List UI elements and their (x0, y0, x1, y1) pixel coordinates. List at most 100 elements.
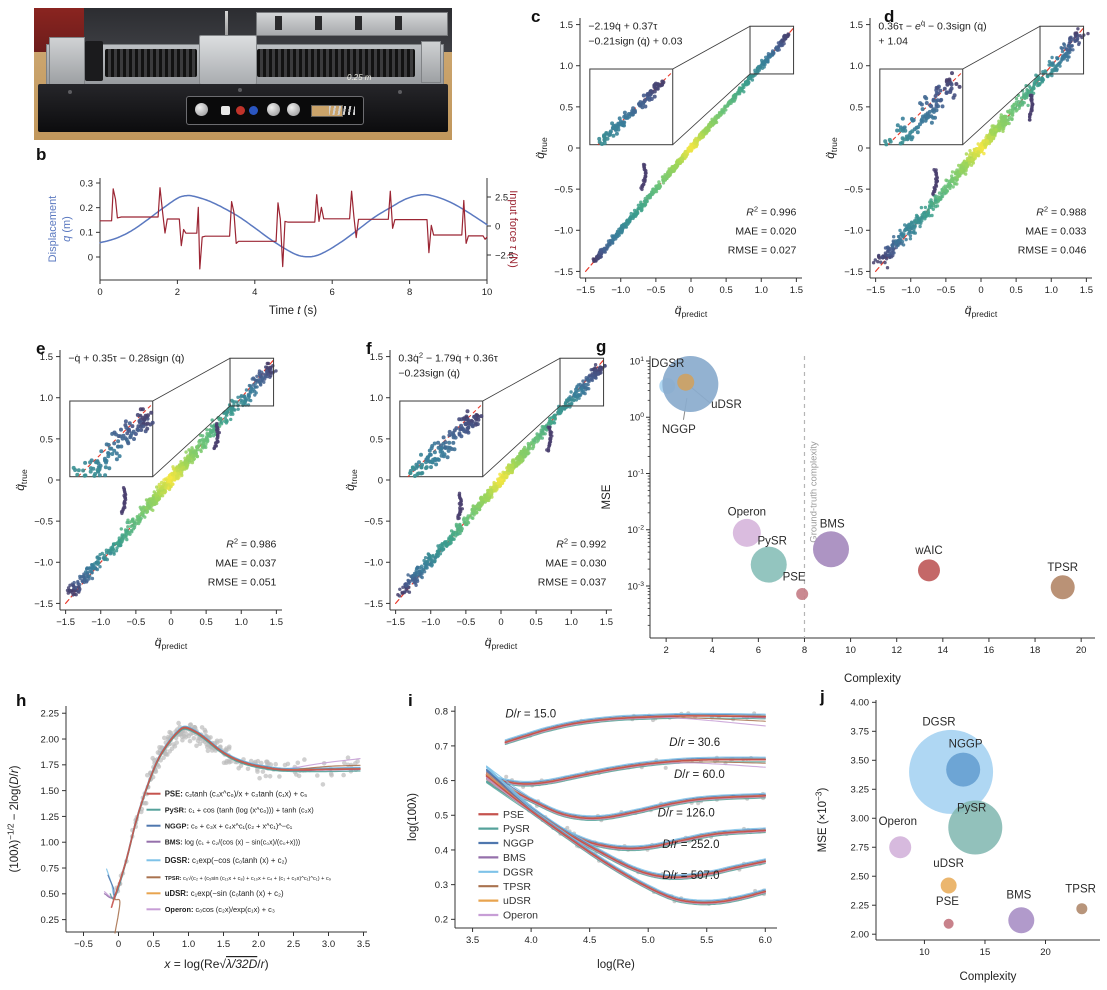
svg-text:PySR: PySR (503, 823, 530, 835)
svg-text:2.50: 2.50 (851, 872, 870, 883)
svg-text:−0.5: −0.5 (646, 285, 665, 296)
svg-text:1.0: 1.0 (565, 617, 578, 628)
svg-text:−1.5: −1.5 (844, 267, 863, 278)
svg-text:0.50: 0.50 (41, 889, 60, 900)
svg-text:q̈true: q̈true (343, 469, 359, 491)
svg-text:PySR: c₁ + cos (tanh (log (x^: PySR: c₁ + cos (tanh (log (x^c₀))) + tan… (165, 806, 314, 815)
svg-text:5.0: 5.0 (642, 935, 655, 946)
clamp (85, 41, 103, 81)
svg-text:q̈predict: q̈predict (485, 635, 518, 651)
svg-text:BMS: BMS (820, 518, 845, 530)
svg-text:0.2: 0.2 (80, 203, 93, 214)
svg-text:Time t (s): Time t (s) (269, 305, 317, 317)
svg-text:−1.5: −1.5 (364, 599, 383, 610)
svg-text:−2.5: −2.5 (495, 250, 514, 261)
svg-text:1.0: 1.0 (850, 61, 863, 72)
svg-text:8: 8 (407, 287, 412, 298)
svg-text:−1.0: −1.0 (554, 226, 573, 237)
svg-text:1.5: 1.5 (600, 617, 613, 628)
red-button (236, 106, 245, 115)
svg-text:1.5: 1.5 (270, 617, 283, 628)
svg-text:0.3q̇2 − 1.79q̇ + 0.36τ: 0.3q̇2 − 1.79q̇ + 0.36τ (398, 351, 498, 365)
svg-text:+ 1.04: + 1.04 (878, 36, 908, 48)
status-knob (287, 103, 300, 116)
svg-text:DGSR: DGSR (503, 866, 534, 878)
svg-text:MAE = 0.030: MAE = 0.030 (545, 557, 606, 569)
svg-text:1.5: 1.5 (370, 352, 383, 363)
svg-text:0: 0 (858, 143, 863, 154)
svg-text:TPSR: c₆√(c₂ + (c₅sin (c₁₁x +: TPSR: c₆√(c₂ + (c₅sin (c₁₁x + c₈) + c₁₀x… (165, 875, 331, 882)
panel-letter-h: h (16, 691, 27, 710)
svg-text:12: 12 (891, 645, 902, 656)
panel-j-chart: 10 15 20 2.00 2.25 2.50 2.75 3.00 3.25 3.50 3.75 4.… (814, 698, 1100, 983)
svg-text:1.25: 1.25 (41, 812, 60, 823)
svg-text:q̈true: q̈true (533, 137, 549, 159)
control-knob (267, 103, 280, 116)
panel-f-chart: −1.5 −1.0 −0.5 0 0.5 1.0 1.5 −1.5 −1.0 −0.5 0 0.5 1.… (343, 350, 613, 651)
svg-text:−1.5: −1.5 (386, 617, 405, 628)
svg-text:wAIC: wAIC (914, 545, 942, 557)
panel-letter-j: j (820, 687, 825, 706)
panel-letter-i: i (408, 691, 413, 710)
svg-text:(100λ)−1/2 − 2log(D/r): (100λ)−1/2 − 2log(D/r) (6, 765, 21, 872)
svg-text:0.6: 0.6 (435, 776, 448, 787)
svg-text:−0.5: −0.5 (364, 517, 383, 528)
svg-text:Displacement: Displacement (47, 196, 59, 263)
svg-text:0.75: 0.75 (41, 863, 60, 874)
svg-text:RMSE = 0.027: RMSE = 0.027 (728, 244, 797, 256)
panel-letter-e: e (36, 339, 46, 358)
white-button (221, 106, 230, 115)
svg-text:log(Re): log(Re) (597, 959, 635, 971)
svg-text:14: 14 (938, 645, 949, 656)
svg-text:uDSR: uDSR (933, 858, 964, 870)
svg-text:1.5: 1.5 (1080, 285, 1093, 296)
svg-text:0: 0 (168, 617, 173, 628)
svg-text:−0.5: −0.5 (126, 617, 145, 628)
svg-text:0.2: 0.2 (435, 915, 448, 926)
svg-text:q̈predict: q̈predict (965, 303, 998, 319)
brand-logo (329, 106, 355, 115)
svg-text:0.25: 0.25 (41, 915, 60, 926)
svg-text:1.0: 1.0 (40, 393, 53, 404)
svg-text:NGGP: NGGP (503, 838, 534, 850)
svg-text:q̈true: q̈true (13, 469, 29, 491)
svg-text:2.75: 2.75 (851, 843, 870, 854)
svg-text:R2 = 0.986: R2 = 0.986 (226, 536, 276, 550)
svg-text:NGGP: NGGP (662, 424, 696, 436)
svg-text:3.0: 3.0 (322, 939, 335, 950)
svg-text:Complexity: Complexity (844, 673, 901, 685)
svg-text:8: 8 (802, 645, 807, 656)
svg-text:20: 20 (1040, 947, 1051, 958)
device-rail: 0.25 m (46, 11, 444, 86)
svg-text:0.5: 0.5 (560, 102, 573, 113)
svg-text:10-3: 10-3 (627, 581, 644, 593)
svg-text:−0.5: −0.5 (844, 185, 863, 196)
svg-text:2.00: 2.00 (41, 734, 60, 745)
svg-text:0.3: 0.3 (80, 178, 93, 189)
svg-text:0.3: 0.3 (435, 880, 448, 891)
svg-text:2: 2 (175, 287, 180, 298)
svg-text:−0.21sign (q̇) + 0.03: −0.21sign (q̇) + 0.03 (588, 36, 682, 48)
svg-text:5.5: 5.5 (700, 935, 713, 946)
svg-text:D/r = 507.0: D/r = 507.0 (662, 870, 719, 882)
power-knob (195, 103, 208, 116)
sensor-rod (225, 11, 228, 37)
svg-text:uDSR: c₁exp(−sin (c₀tanh (x): uDSR: c₁exp(−sin (c₀tanh (x) + c₂) (165, 889, 284, 898)
svg-text:R2 = 0.996: R2 = 0.996 (746, 204, 796, 218)
svg-text:−0.5: −0.5 (456, 617, 475, 628)
panel-letter-f: f (366, 339, 372, 358)
svg-text:4: 4 (252, 287, 257, 298)
svg-text:0.7: 0.7 (435, 741, 448, 752)
svg-text:6: 6 (330, 287, 335, 298)
svg-text:0.5: 0.5 (435, 811, 448, 822)
svg-text:0.5: 0.5 (1010, 285, 1023, 296)
device-scale-label: 0.25 m (347, 73, 372, 82)
svg-text:0.5: 0.5 (530, 617, 543, 628)
svg-text:PySR: PySR (757, 535, 786, 547)
svg-text:DGSR: c₁exp(−cos (c₀tanh (x): DGSR: c₁exp(−cos (c₀tanh (x) + c₂) (165, 856, 288, 865)
svg-text:10: 10 (482, 287, 493, 298)
svg-text:−1.0: −1.0 (611, 285, 630, 296)
svg-text:D/r = 60.0: D/r = 60.0 (674, 769, 725, 781)
svg-text:1.75: 1.75 (41, 760, 60, 771)
